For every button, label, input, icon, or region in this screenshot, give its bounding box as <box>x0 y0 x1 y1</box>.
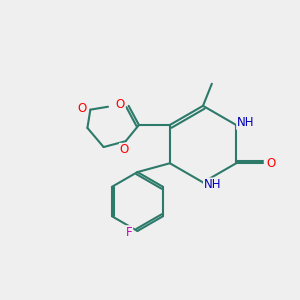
Text: O: O <box>116 98 125 111</box>
Text: O: O <box>77 102 87 115</box>
Text: O: O <box>120 143 129 157</box>
Text: NH: NH <box>237 116 254 129</box>
Text: O: O <box>266 157 275 170</box>
Text: F: F <box>126 226 133 239</box>
Text: NH: NH <box>204 178 221 191</box>
